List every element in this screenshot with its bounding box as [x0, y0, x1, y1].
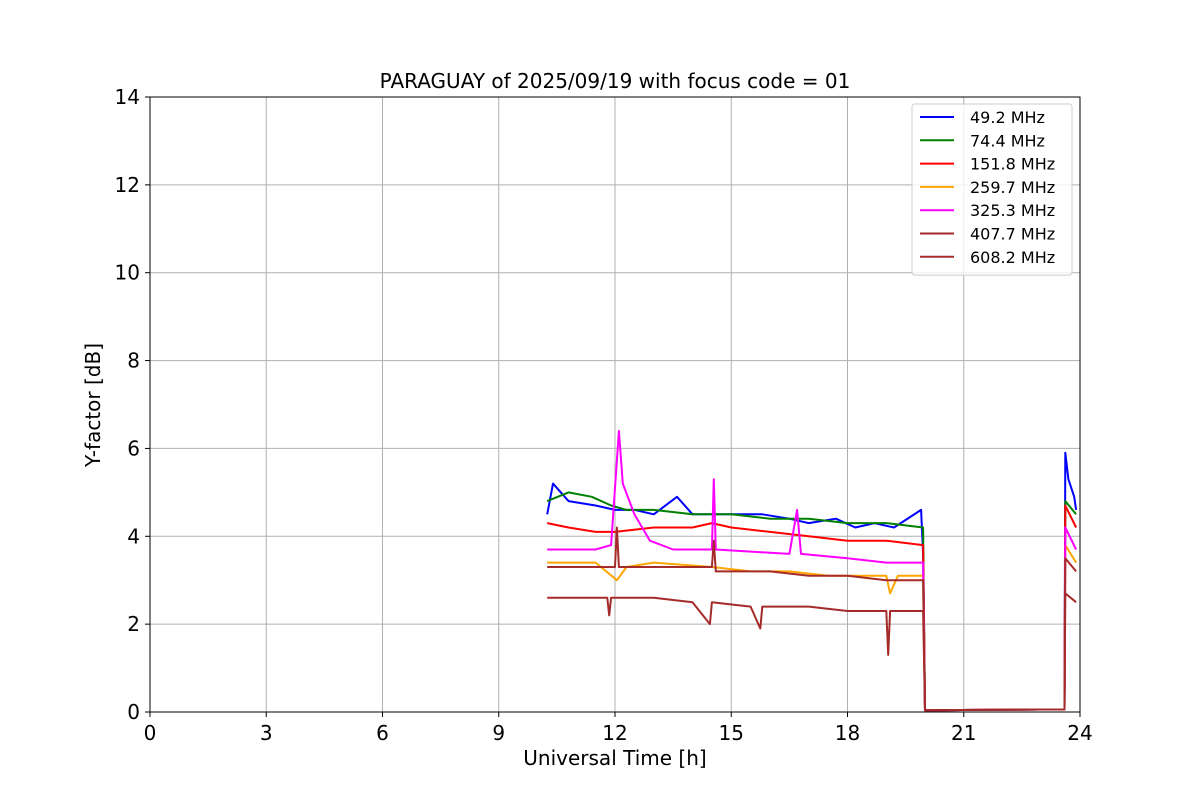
- y-axis-label: Y-factor [dB]: [81, 343, 105, 468]
- x-tick-label: 9: [492, 721, 505, 745]
- y-tick-label: 12: [115, 173, 140, 197]
- x-tick-label: 6: [376, 721, 389, 745]
- legend-label: 49.2 MHz: [970, 108, 1045, 127]
- legend-label: 608.2 MHz: [970, 248, 1055, 267]
- x-tick-label: 0: [144, 721, 157, 745]
- x-tick-label: 18: [835, 721, 860, 745]
- x-tick-label: 3: [260, 721, 273, 745]
- y-tick-label: 0: [127, 700, 140, 724]
- x-tick-label: 12: [602, 721, 627, 745]
- y-tick-label: 14: [115, 85, 140, 109]
- legend-box: [911, 103, 1073, 276]
- chart-title: PARAGUAY of 2025/09/19 with focus code =…: [380, 69, 851, 93]
- legend-label: 74.4 MHz: [970, 131, 1045, 150]
- legend-label: 259.7 MHz: [970, 178, 1055, 197]
- legend-label: 151.8 MHz: [970, 155, 1055, 174]
- legend-label: 407.7 MHz: [970, 225, 1055, 244]
- x-tick-label: 24: [1067, 721, 1092, 745]
- y-tick-label: 4: [127, 524, 140, 548]
- series-group: [546, 429, 1078, 712]
- y-tick-label: 8: [127, 349, 140, 373]
- y-tick-label: 2: [127, 612, 140, 636]
- series-line-608-2-mhz: [547, 592, 1077, 712]
- x-axis-label: Universal Time [h]: [523, 746, 706, 770]
- x-tick-label: 21: [951, 721, 976, 745]
- legend: 49.2 MHz 74.4 MHz 151.8 MHz 259.7 MHz 325.3…: [911, 103, 1073, 276]
- legend-label: 325.3 MHz: [970, 201, 1055, 220]
- y-tick-label: 10: [115, 261, 140, 285]
- y-tick-label: 6: [127, 436, 140, 460]
- x-tick-label: 15: [719, 721, 744, 745]
